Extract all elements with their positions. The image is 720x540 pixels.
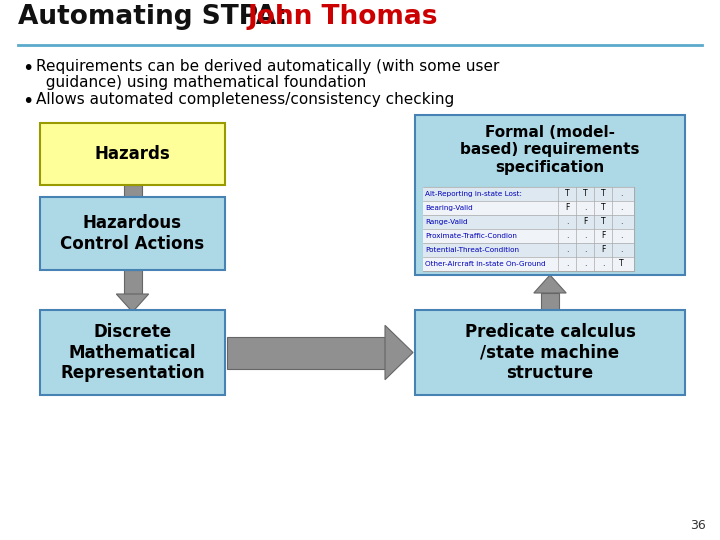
- Text: John Thomas: John Thomas: [247, 4, 438, 30]
- Text: Potential-Threat-Condition: Potential-Threat-Condition: [425, 247, 519, 253]
- Text: Formal (model-
based) requirements
specification: Formal (model- based) requirements speci…: [460, 125, 640, 175]
- Text: Range-Valid: Range-Valid: [425, 219, 467, 225]
- Polygon shape: [117, 294, 149, 312]
- Text: T: T: [600, 190, 606, 199]
- Bar: [423, 243, 634, 257]
- Text: .: .: [584, 232, 586, 240]
- Text: F: F: [600, 246, 606, 254]
- Text: .: .: [584, 260, 586, 268]
- Text: Requirements can be derived automatically (with some user: Requirements can be derived automaticall…: [36, 59, 500, 74]
- Bar: [423, 215, 634, 229]
- Text: Automating STPA:: Automating STPA:: [18, 4, 297, 30]
- Text: Other-Aircraft in-state On-Ground: Other-Aircraft in-state On-Ground: [425, 261, 546, 267]
- Text: .: .: [620, 190, 622, 199]
- Bar: [415, 310, 685, 395]
- Polygon shape: [124, 185, 142, 209]
- Text: .: .: [566, 232, 568, 240]
- Polygon shape: [385, 325, 413, 380]
- Polygon shape: [124, 270, 142, 294]
- Bar: [423, 201, 634, 215]
- Text: Allows automated completeness/consistency checking: Allows automated completeness/consistenc…: [36, 92, 454, 107]
- Text: .: .: [620, 204, 622, 213]
- Text: Hazards: Hazards: [94, 145, 171, 163]
- Text: .: .: [566, 218, 568, 226]
- Text: .: .: [584, 204, 586, 213]
- Text: Alt-Reporting in-state Lost:: Alt-Reporting in-state Lost:: [425, 191, 522, 197]
- Text: •: •: [22, 59, 33, 78]
- Bar: [415, 115, 685, 275]
- Text: •: •: [22, 92, 33, 111]
- Polygon shape: [117, 209, 149, 227]
- Text: .: .: [602, 260, 604, 268]
- Bar: [423, 187, 634, 271]
- Text: T: T: [600, 218, 606, 226]
- Bar: [423, 229, 634, 243]
- Text: .: .: [566, 246, 568, 254]
- Polygon shape: [534, 275, 566, 293]
- Bar: [40, 123, 225, 185]
- Text: guidance) using mathematical foundation: guidance) using mathematical foundation: [36, 75, 366, 90]
- Text: .: .: [566, 260, 568, 268]
- Polygon shape: [227, 336, 385, 368]
- Text: T: T: [600, 204, 606, 213]
- Bar: [40, 197, 225, 270]
- Text: Predicate calculus
/state machine
structure: Predicate calculus /state machine struct…: [464, 323, 636, 382]
- Text: .: .: [620, 218, 622, 226]
- Text: Discrete
Mathematical
Representation: Discrete Mathematical Representation: [60, 323, 204, 382]
- Bar: [423, 257, 634, 271]
- Text: .: .: [620, 246, 622, 254]
- Text: 36: 36: [690, 519, 706, 532]
- Text: .: .: [584, 246, 586, 254]
- Text: Bearing-Valid: Bearing-Valid: [425, 205, 473, 211]
- Text: F: F: [582, 218, 588, 226]
- Bar: [423, 187, 634, 201]
- Text: F: F: [600, 232, 606, 240]
- Text: F: F: [564, 204, 570, 213]
- Text: T: T: [564, 190, 570, 199]
- Polygon shape: [541, 293, 559, 310]
- Text: .: .: [620, 232, 622, 240]
- Text: Proximate-Traffic-Condion: Proximate-Traffic-Condion: [425, 233, 517, 239]
- Bar: [40, 310, 225, 395]
- Text: Hazardous
Control Actions: Hazardous Control Actions: [60, 214, 204, 253]
- Text: T: T: [618, 260, 624, 268]
- Text: T: T: [582, 190, 588, 199]
